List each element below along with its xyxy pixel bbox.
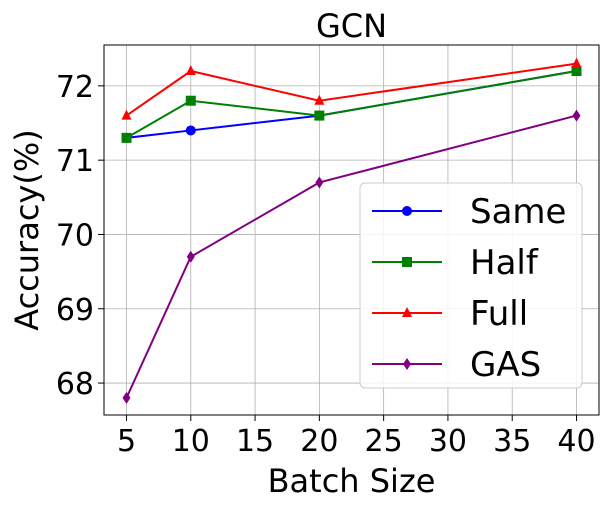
- ticks: 5 10 15 20 25 30 35 40 68 69 70 71 72: [56, 70, 596, 459]
- legend-box: [359, 182, 583, 389]
- x-tick-label: 5: [117, 424, 136, 459]
- x-tick-label: 25: [365, 424, 403, 459]
- x-axis-label: Batch Size: [268, 462, 436, 500]
- data-point-full: [121, 109, 132, 120]
- y-tick-label: 68: [56, 367, 94, 402]
- data-point-gas: [122, 391, 131, 404]
- x-tick-label: 10: [172, 424, 210, 459]
- y-tick-label: 69: [56, 293, 94, 328]
- legend-item-same: Same: [372, 192, 566, 232]
- y-axis-label: Accuracy(%): [8, 129, 46, 330]
- y-tick-label: 71: [56, 144, 94, 179]
- x-tick-label: 30: [429, 424, 467, 459]
- data-point-same: [185, 125, 196, 136]
- data-point-gas: [315, 176, 324, 189]
- x-tick-label: 15: [236, 424, 274, 459]
- data-point-half: [571, 66, 582, 77]
- data-point-half: [185, 95, 196, 106]
- legend-marker-same: [402, 206, 412, 216]
- series-line-full: [125, 62, 577, 117]
- legend-label-same: Same: [470, 192, 566, 232]
- data-point-half: [314, 110, 325, 121]
- series-full: [121, 57, 582, 120]
- legend-item-half: Half: [372, 243, 539, 283]
- legend: Same Half Full GAS: [359, 182, 583, 389]
- chart-title: GCN: [316, 7, 387, 45]
- y-tick-label: 70: [56, 218, 94, 253]
- legend-item-full: Full: [372, 294, 528, 334]
- data-point-full: [314, 94, 325, 105]
- series-line-half: [125, 70, 577, 139]
- series-line-gas: [125, 114, 577, 399]
- legend-label-half: Half: [470, 243, 539, 283]
- series-half: [121, 66, 582, 143]
- series-gas: [122, 109, 581, 404]
- y-tick-label: 72: [56, 70, 94, 105]
- plot-frame: [103, 44, 600, 416]
- legend-label-full: Full: [470, 294, 528, 334]
- x-tick-label: 40: [557, 424, 595, 459]
- data-point-gas: [186, 250, 195, 263]
- data-point-half: [121, 132, 132, 143]
- x-tick-label: 35: [493, 424, 531, 459]
- legend-item-gas: GAS: [372, 345, 541, 385]
- legend-marker-gas: [403, 358, 411, 370]
- x-tick-label: 20: [300, 424, 338, 459]
- data-point-full: [571, 57, 582, 68]
- data-point-full: [185, 65, 196, 76]
- legend-marker-half: [402, 257, 412, 267]
- data-point-gas: [572, 109, 581, 122]
- legend-marker-full: [402, 307, 412, 317]
- series-layer: [121, 57, 582, 404]
- legend-label-gas: GAS: [470, 345, 541, 385]
